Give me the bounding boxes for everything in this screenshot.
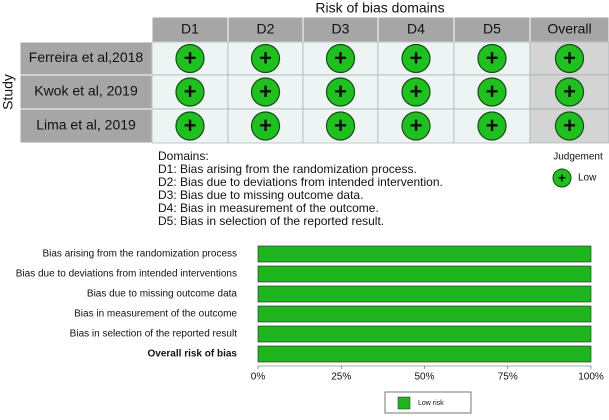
study-axis-label: Study <box>0 74 16 110</box>
column-header <box>227 16 304 43</box>
study-name: Ferreira et al,2018 <box>29 49 144 65</box>
legend-swatch <box>397 396 411 410</box>
judgement-circle <box>401 111 431 141</box>
domain-description: D1: Bias arising from the randomization … <box>158 162 417 176</box>
x-tick-label: 25% <box>331 372 351 383</box>
bar <box>257 305 592 323</box>
study-cell <box>19 41 153 76</box>
column-header <box>529 16 609 43</box>
y-tick-label: Bias due to deviations from intended int… <box>16 269 237 280</box>
judgement-circle <box>477 111 507 141</box>
judgement-symbol: + <box>184 45 197 70</box>
judgement-circle <box>325 111 356 141</box>
judgement-circle <box>554 43 585 74</box>
y-tick-label: Bias arising from the randomization proc… <box>42 249 237 260</box>
column-header-label: D5 <box>483 21 501 37</box>
judgement-circle <box>401 43 431 74</box>
x-tick-label: 75% <box>498 372 518 383</box>
y-tick-label: Bias in selection of the reported result <box>70 329 238 340</box>
domain-description: D3: Bias due to missing outcome data. <box>158 188 363 202</box>
judgement-symbol: + <box>486 79 499 104</box>
table-title: Risk of bias domains <box>315 0 444 16</box>
domains-title: Domains: <box>158 149 209 163</box>
judgement-circle <box>250 77 281 107</box>
judgement-symbol: + <box>486 113 499 138</box>
domain-description: D4: Bias in measurement of the outcome. <box>158 201 379 215</box>
judgement-circle <box>554 77 585 107</box>
domain-description: D2: Bias due to deviations from intended… <box>158 175 443 189</box>
judgement-symbol: + <box>486 45 499 70</box>
x-tick-label: 50% <box>414 372 434 383</box>
judgement-circle <box>325 77 356 107</box>
legend-title: Judgement <box>553 152 603 163</box>
legend-symbol: + <box>558 170 566 186</box>
column-header-label: D1 <box>181 21 199 37</box>
judgement-circle <box>477 43 507 74</box>
column-header-label: Overall <box>547 21 591 37</box>
y-tick-label: Bias due to missing outcome data <box>87 289 238 300</box>
judgement-circle <box>250 111 281 141</box>
legend-label: Low risk <box>418 400 444 407</box>
judgement-circle <box>325 43 356 74</box>
judgement-circle <box>477 77 507 107</box>
judgement-symbol: + <box>410 45 423 70</box>
judgement-circle <box>401 77 431 107</box>
judgement-symbol: + <box>563 45 576 70</box>
y-tick-label: Overall risk of bias <box>148 349 238 360</box>
judgement-symbol: + <box>259 45 272 70</box>
column-header <box>151 16 229 43</box>
judgement-symbol: + <box>184 113 197 138</box>
judgement-circle <box>554 111 585 141</box>
column-header-label: D3 <box>332 21 350 37</box>
judgement-symbol: + <box>334 79 347 104</box>
judgement-circle <box>175 77 205 107</box>
judgement-symbol: + <box>563 113 576 138</box>
column-header-label: D2 <box>257 21 275 37</box>
judgement-symbol: + <box>563 79 576 104</box>
legend-label: Low <box>578 173 597 184</box>
bar <box>257 285 592 303</box>
legend-circle <box>552 168 572 188</box>
judgement-symbol: + <box>410 113 423 138</box>
bar <box>257 265 592 283</box>
bar <box>257 325 592 343</box>
judgement-symbol: + <box>259 79 272 104</box>
study-cell <box>19 74 153 110</box>
judgement-circle <box>175 111 205 141</box>
judgement-circle <box>175 43 205 74</box>
y-tick-label: Bias in measurement of the outcome <box>74 309 237 320</box>
judgement-symbol: + <box>410 79 423 104</box>
judgement-symbol: + <box>259 113 272 138</box>
judgement-symbol: + <box>334 45 347 70</box>
judgement-symbol: + <box>334 113 347 138</box>
bar <box>257 245 592 263</box>
domain-description: D5: Bias in selection of the reported re… <box>158 214 384 228</box>
column-header <box>302 16 379 43</box>
x-tick-label: 100% <box>578 372 604 383</box>
judgement-circle <box>250 43 281 74</box>
study-name: Lima et al, 2019 <box>36 117 136 133</box>
study-name: Kwok et al, 2019 <box>34 83 138 99</box>
column-header-label: D4 <box>407 21 425 37</box>
bar <box>257 345 592 363</box>
x-tick-label: 0% <box>251 372 266 383</box>
judgement-symbol: + <box>184 79 197 104</box>
study-cell <box>19 108 153 144</box>
